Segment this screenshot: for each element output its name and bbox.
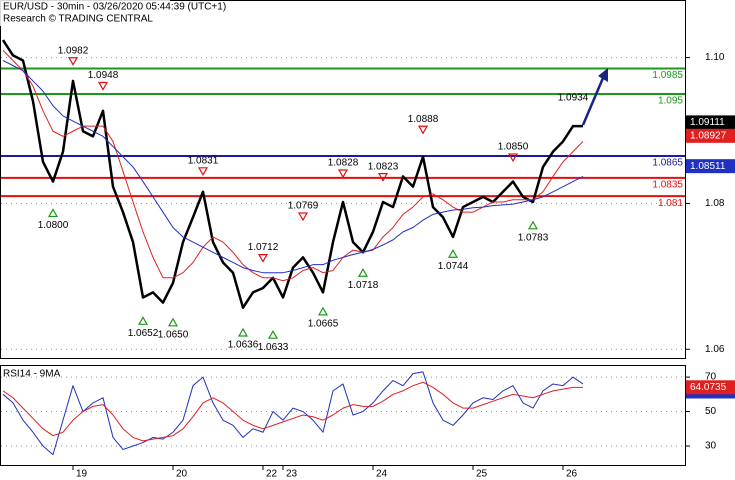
- plot-layer: 1.10 1.08 1.06 1.0985 1.095 1.0865 1.0835 1.081…: [1, 39, 735, 480]
- low-label: 1.0652: [128, 328, 159, 339]
- low-marker: [357, 268, 369, 277]
- title-backdrop: [0, 0, 170, 26]
- low-label: 1.0633: [258, 342, 289, 353]
- rsi-title: RSI14 - 9MA: [3, 369, 61, 380]
- low-label: 1.0800: [38, 220, 69, 231]
- x-tick-label: 23: [286, 469, 298, 480]
- high-marker: [197, 167, 209, 177]
- high-marker: [417, 125, 429, 135]
- series-line: [2, 371, 584, 456]
- y-tick-label: 50: [705, 406, 717, 417]
- low-marker: [237, 327, 249, 337]
- series-line: [2, 381, 583, 442]
- last-value-label: 1.08927: [690, 130, 727, 141]
- y-tick-label: 1.10: [705, 52, 725, 63]
- chart-title: EUR/USD - 30min - 03/26/2020 05:44:39 (U…: [3, 2, 226, 13]
- y-tick-label: 70: [705, 372, 717, 383]
- low-marker: [317, 306, 329, 316]
- last-value-label: 64.0735: [690, 382, 727, 393]
- last-value-box: [686, 159, 735, 174]
- low-label: 1.0718: [348, 280, 379, 291]
- high-label: 1.0831: [188, 155, 219, 166]
- target-label: 1.0934: [558, 92, 589, 103]
- high-label: 1.0712: [248, 242, 279, 253]
- y-tick-label: 1.08: [705, 198, 725, 209]
- last-value-label: 1.08511: [690, 161, 726, 172]
- rsi-frame: [0, 365, 686, 466]
- x-tick-label: 20: [176, 469, 188, 480]
- x-tick-label: 26: [566, 469, 578, 480]
- level-label: 1.0835: [652, 180, 683, 191]
- low-label: 1.0744: [438, 261, 469, 272]
- high-marker: [67, 57, 79, 66]
- high-label: 1.0769: [288, 201, 319, 212]
- low-marker: [447, 249, 459, 258]
- y-tick-label: 1.06: [705, 344, 725, 355]
- last-value-box: [686, 380, 735, 395]
- level-label: 1.0865: [652, 158, 683, 169]
- high-marker: [377, 173, 389, 182]
- high-label: 1.0823: [368, 161, 399, 172]
- low-label: 1.0650: [158, 329, 189, 340]
- high-label: 1.0828: [328, 158, 359, 169]
- forecast-arrow: [581, 77, 605, 126]
- x-tick-label: 19: [76, 469, 88, 480]
- series-line: [1, 39, 583, 309]
- forecast-arrow-head: [598, 68, 608, 82]
- low-label: 1.0636: [228, 340, 259, 351]
- last-value-label: 1.09111: [690, 117, 725, 128]
- high-marker: [97, 81, 109, 91]
- x-tick-label: 22: [266, 469, 278, 480]
- low-label: 1.0665: [308, 318, 339, 329]
- chart-subtitle: Research © TRADING CENTRAL: [3, 14, 153, 25]
- low-marker: [137, 316, 149, 325]
- low-marker: [167, 317, 179, 327]
- low-marker: [47, 208, 59, 218]
- high-marker: [257, 253, 269, 263]
- level-label: 1.081: [658, 198, 683, 209]
- series-line: [2, 60, 584, 274]
- y-tick-label: 30: [705, 441, 717, 452]
- high-marker: [337, 169, 349, 179]
- last-value-box: [686, 128, 735, 143]
- high-label: 1.0982: [58, 45, 89, 56]
- low-label: 1.0783: [518, 232, 549, 243]
- x-tick-label: 25: [476, 469, 488, 480]
- high-marker: [507, 153, 519, 163]
- high-label: 1.0948: [88, 70, 119, 81]
- high-label: 1.0850: [498, 142, 529, 153]
- series-line: [2, 49, 584, 282]
- last-value-box: [686, 115, 735, 130]
- level-label: 1.095: [658, 96, 683, 107]
- high-label: 1.0888: [408, 114, 439, 125]
- x-tick-label: 24: [376, 469, 388, 480]
- level-label: 1.0985: [652, 70, 683, 81]
- main-frame: [0, 0, 686, 359]
- high-marker: [297, 212, 309, 222]
- low-marker: [527, 220, 539, 230]
- low-marker: [267, 329, 279, 339]
